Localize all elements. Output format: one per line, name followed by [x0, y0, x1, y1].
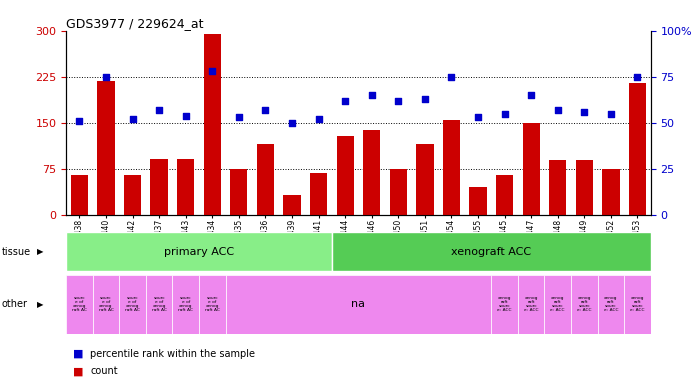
Text: sourc
e of
xenog
raft AC: sourc e of xenog raft AC — [99, 296, 113, 312]
Text: ▶: ▶ — [37, 247, 43, 256]
Bar — [518, 275, 544, 334]
Bar — [204, 34, 221, 215]
Point — [579, 109, 590, 115]
Point — [525, 92, 537, 98]
Bar — [332, 232, 651, 271]
Bar — [629, 83, 646, 215]
Text: xenog
raft
sourc
e: ACC: xenog raft sourc e: ACC — [603, 296, 618, 312]
Point — [366, 92, 377, 98]
Point — [393, 98, 404, 104]
Bar — [283, 195, 301, 215]
Point — [127, 116, 138, 122]
Text: count: count — [90, 366, 118, 376]
Bar — [576, 160, 593, 215]
Bar — [66, 275, 93, 334]
Point — [446, 74, 457, 80]
Bar — [602, 169, 619, 215]
Bar — [124, 175, 141, 215]
Point — [287, 120, 298, 126]
Bar — [598, 275, 624, 334]
Text: ■: ■ — [73, 366, 84, 376]
Text: xenog
raft
sourc
e: ACC: xenog raft sourc e: ACC — [630, 296, 644, 312]
Point — [260, 107, 271, 113]
Bar — [491, 275, 518, 334]
Point — [552, 107, 563, 113]
Point — [632, 74, 643, 80]
Bar — [310, 173, 327, 215]
Text: tissue: tissue — [1, 247, 31, 257]
Point — [419, 96, 430, 102]
Text: sourc
e of
xenog
raft AC: sourc e of xenog raft AC — [178, 296, 193, 312]
Text: na: na — [351, 299, 365, 310]
Bar — [496, 175, 513, 215]
Text: sourc
e of
xenog
raft AC: sourc e of xenog raft AC — [125, 296, 140, 312]
Text: xenograft ACC: xenograft ACC — [451, 247, 531, 257]
Bar — [97, 81, 115, 215]
Point — [233, 114, 244, 121]
Text: sourc
e of
xenog
raft AC: sourc e of xenog raft AC — [205, 296, 220, 312]
Point — [100, 74, 111, 80]
Text: sourc
e of
xenog
raft AC: sourc e of xenog raft AC — [152, 296, 166, 312]
Point — [499, 111, 510, 117]
Bar — [469, 187, 487, 215]
Bar — [119, 275, 146, 334]
Text: primary ACC: primary ACC — [164, 247, 234, 257]
Bar — [66, 232, 332, 271]
Point — [606, 111, 617, 117]
Bar — [549, 160, 567, 215]
Text: sourc
e of
xenog
raft AC: sourc e of xenog raft AC — [72, 296, 87, 312]
Bar — [150, 159, 168, 215]
Bar — [363, 130, 380, 215]
Bar — [71, 175, 88, 215]
Point — [207, 68, 218, 74]
Bar — [544, 275, 571, 334]
Text: xenog
raft
sourc
e: ACC: xenog raft sourc e: ACC — [577, 296, 592, 312]
Bar — [93, 275, 119, 334]
Bar — [523, 123, 540, 215]
Point — [74, 118, 85, 124]
Point — [473, 114, 484, 121]
Text: xenog
raft
sourc
e: ACC: xenog raft sourc e: ACC — [524, 296, 539, 312]
Bar — [173, 275, 199, 334]
Bar — [177, 159, 194, 215]
Point — [313, 116, 324, 122]
Bar — [226, 275, 491, 334]
Text: GDS3977 / 229624_at: GDS3977 / 229624_at — [66, 17, 204, 30]
Bar — [257, 144, 274, 215]
Point — [340, 98, 351, 104]
Bar — [390, 169, 407, 215]
Bar — [443, 120, 460, 215]
Text: percentile rank within the sample: percentile rank within the sample — [90, 349, 255, 359]
Bar — [199, 275, 226, 334]
Bar — [336, 136, 354, 215]
Text: xenog
raft
sourc
e: ACC: xenog raft sourc e: ACC — [551, 296, 565, 312]
Bar — [146, 275, 173, 334]
Bar — [624, 275, 651, 334]
Bar — [230, 169, 248, 215]
Text: ▶: ▶ — [37, 300, 43, 309]
Text: xenog
raft
sourc
e: ACC: xenog raft sourc e: ACC — [498, 296, 512, 312]
Text: other: other — [1, 299, 27, 310]
Bar — [571, 275, 598, 334]
Point — [154, 107, 165, 113]
Point — [180, 113, 191, 119]
Text: ■: ■ — [73, 349, 84, 359]
Bar — [416, 144, 434, 215]
